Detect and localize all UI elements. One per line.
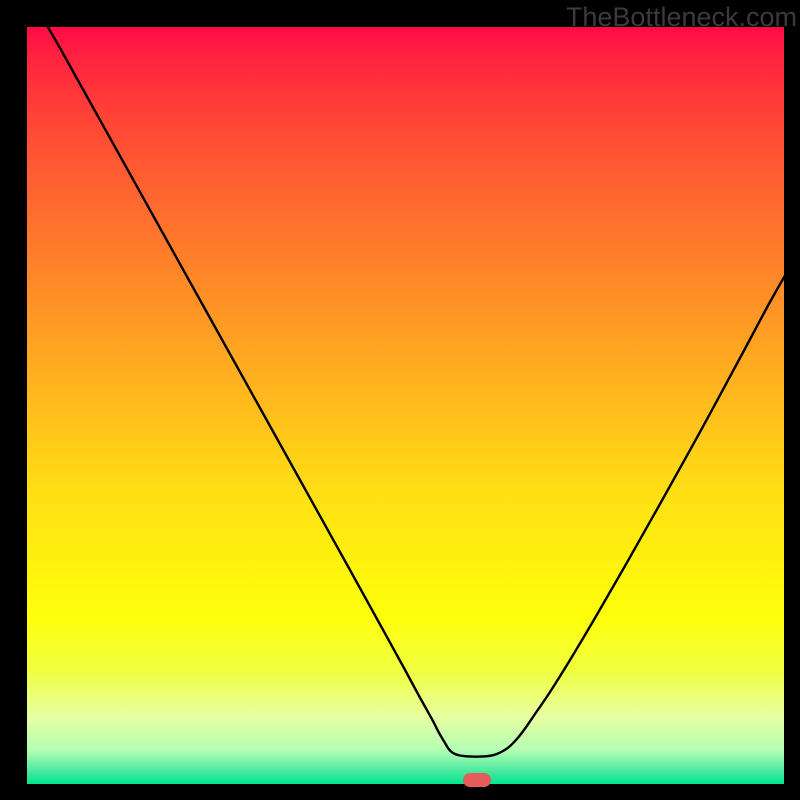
bottleneck-curve-svg — [27, 27, 784, 784]
chart-container: TheBottleneck.com — [0, 0, 800, 800]
optimal-marker — [463, 773, 491, 787]
watermark-text: TheBottleneck.com — [566, 2, 797, 33]
bottleneck-curve — [32, 27, 784, 757]
plot-area — [27, 27, 784, 784]
